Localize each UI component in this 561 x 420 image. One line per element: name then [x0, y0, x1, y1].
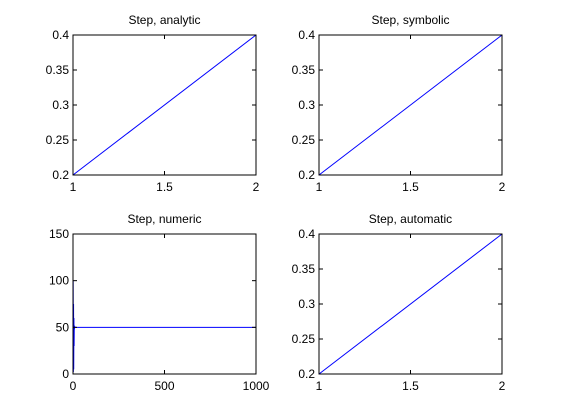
- subplot-1: 1 1.5 2 0.2 0.25 0.3 0.35 0.4 Step, analytic: [46, 13, 260, 194]
- x-tick-label: 1.5: [402, 180, 419, 194]
- y-tick-label: 0.2: [298, 168, 315, 182]
- subplot-title: Step, analytic: [128, 13, 200, 27]
- y-tick-label: 0.2: [298, 367, 315, 381]
- subplot-4: 1 1.5 2 0.2 0.25 0.3 0.35 0.4 Step, automatic: [292, 212, 506, 393]
- series-line-1: [318, 34, 503, 176]
- y-tick-label: 0: [62, 367, 69, 381]
- y-tick-label: 0.4: [298, 227, 315, 241]
- y-tick-label: 0.4: [298, 28, 315, 42]
- y-tick-label: 0.3: [298, 297, 315, 311]
- y-tick-label: 0.3: [298, 98, 315, 112]
- subplot-title: Step, numeric: [127, 212, 201, 226]
- x-tick-label: 1: [70, 180, 77, 194]
- y-tick-label: 0.35: [292, 63, 316, 77]
- y-tick-label: 100: [49, 274, 69, 288]
- series-line-1: [72, 34, 257, 176]
- x-tick-label: 1: [316, 379, 323, 393]
- subplot-title: Step, automatic: [369, 212, 452, 226]
- x-tick-label: 1.5: [402, 379, 419, 393]
- y-tick-label: 0.25: [292, 133, 316, 147]
- plot-area: [73, 234, 256, 374]
- y-tick-label: 0.4: [52, 28, 69, 42]
- x-tick-label: 2: [499, 180, 506, 194]
- x-tick-label: 2: [499, 379, 506, 393]
- subplot-2: 1 1.5 2 0.2 0.25 0.3 0.35 0.4 Step, symbolic: [292, 13, 506, 194]
- y-tick-label: 0.25: [46, 133, 70, 147]
- y-tick-label: 0.3: [52, 98, 69, 112]
- series-line-1: [318, 233, 503, 375]
- x-tick-label: 1.5: [156, 180, 173, 194]
- x-tick-label: 2: [253, 180, 260, 194]
- subplot-3: 0 500 1000 0 50 100 150 Step, numeric: [49, 212, 270, 393]
- y-tick-label: 0.2: [52, 168, 69, 182]
- y-tick-label: 0.35: [292, 262, 316, 276]
- y-tick-label: 50: [56, 320, 70, 334]
- x-tick-label: 0: [70, 379, 77, 393]
- y-tick-label: 150: [49, 227, 69, 241]
- x-tick-label: 500: [154, 379, 174, 393]
- y-tick-label: 0.25: [292, 332, 316, 346]
- x-tick-label: 1: [316, 180, 323, 194]
- y-tick-label: 0.35: [46, 63, 70, 77]
- subplot-title: Step, symbolic: [371, 13, 449, 27]
- x-tick-label: 1000: [243, 379, 270, 393]
